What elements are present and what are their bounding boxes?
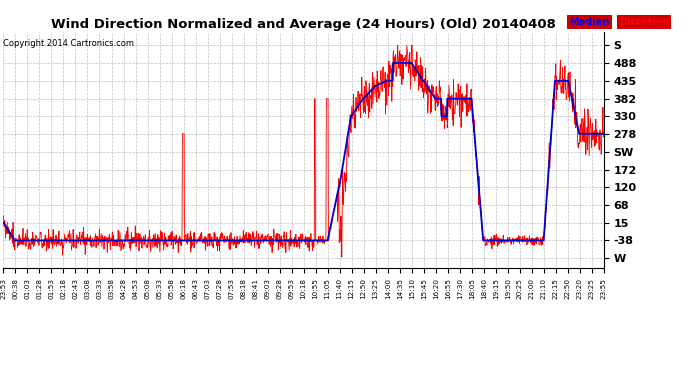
Text: Median: Median bbox=[569, 17, 609, 27]
Text: Direction: Direction bbox=[619, 17, 669, 27]
Text: Copyright 2014 Cartronics.com: Copyright 2014 Cartronics.com bbox=[3, 39, 135, 48]
Title: Wind Direction Normalized and Average (24 Hours) (Old) 20140408: Wind Direction Normalized and Average (2… bbox=[51, 18, 556, 31]
